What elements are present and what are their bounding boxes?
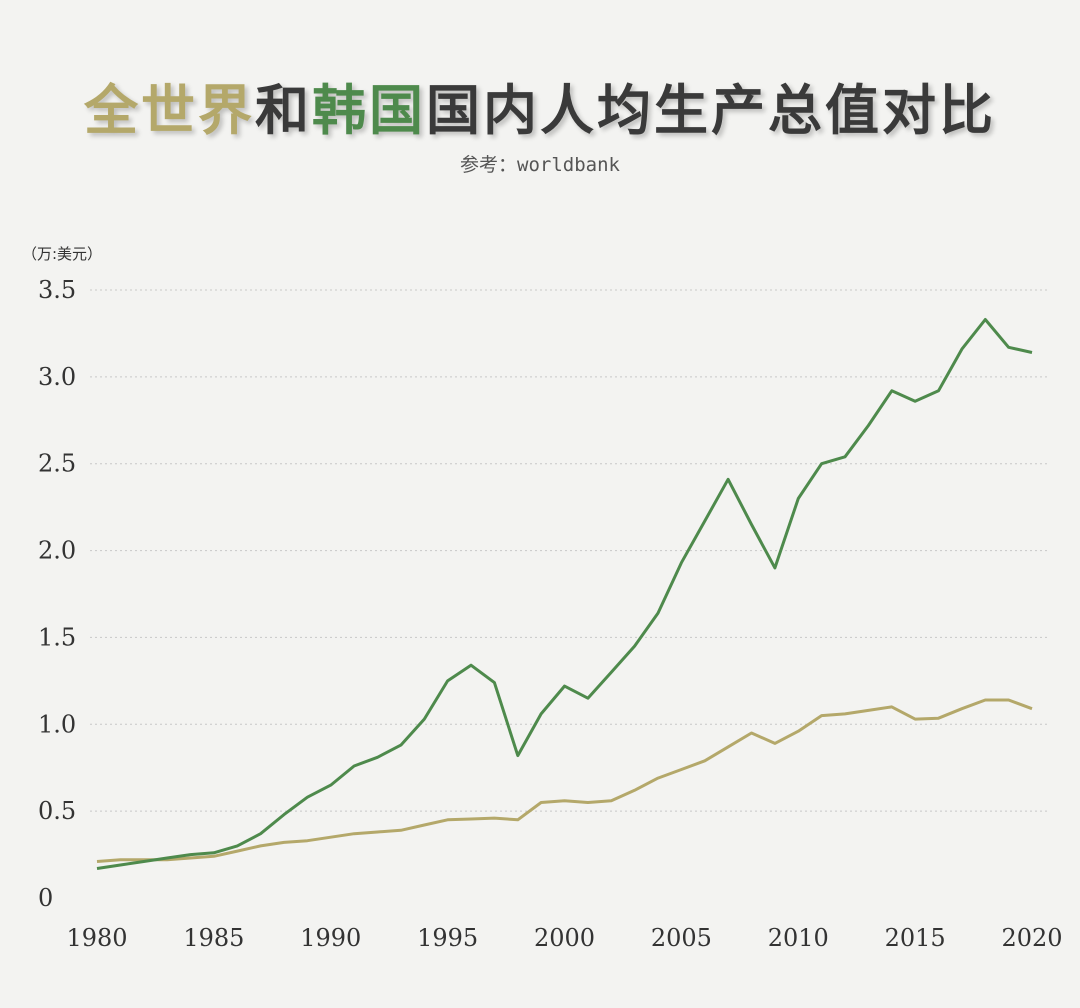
chart-subtitle: 参考：worldbank <box>460 154 620 176</box>
x-tick-label: 2015 <box>885 924 946 952</box>
x-tick-label: 1990 <box>300 924 361 952</box>
x-tick-label: 1985 <box>183 924 244 952</box>
grid-lines <box>90 289 1050 812</box>
korea-gdp-per-capita-line <box>96 318 1033 870</box>
y-tick-label: 1.5 <box>38 623 76 651</box>
x-tick-label: 2000 <box>534 924 595 952</box>
y-axis-unit-label: （万:美元） <box>22 245 103 263</box>
y-tick-label: 2.0 <box>38 537 76 565</box>
title-segment: 国内人均生产总值对比 <box>426 79 996 142</box>
world-gdp-per-capita-line <box>96 698 1033 863</box>
x-axis-tick-labels: 1980 1985 1990 1995 2000 2005 2010 2015 2020 <box>66 924 1062 952</box>
y-tick-label: 0 <box>38 884 53 912</box>
y-axis-tick-labels: 0 0.5 1.0 1.5 2.0 2.5 3.0 3.5 <box>38 276 76 912</box>
title-segment: 全世界 <box>84 79 255 142</box>
x-tick-label: 2020 <box>1001 924 1062 952</box>
y-tick-label: 0.5 <box>38 797 76 825</box>
x-tick-label: 2005 <box>651 924 712 952</box>
x-tick-label: 1980 <box>66 924 127 952</box>
series-lines <box>96 318 1033 870</box>
y-tick-label: 3.5 <box>38 276 76 304</box>
chart-title: 全世界和韩国国内人均生产总值对比 <box>0 66 1080 145</box>
title-segment: 和 <box>255 79 312 142</box>
title-segment: 韩国 <box>312 79 426 142</box>
y-tick-label: 1.0 <box>38 710 76 738</box>
x-tick-label: 2010 <box>768 924 829 952</box>
y-tick-label: 2.5 <box>38 450 76 478</box>
x-tick-label: 1995 <box>417 924 478 952</box>
y-tick-label: 3.0 <box>38 363 76 391</box>
